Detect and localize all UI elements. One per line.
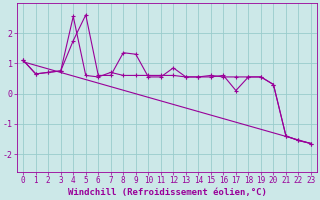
X-axis label: Windchill (Refroidissement éolien,°C): Windchill (Refroidissement éolien,°C) <box>68 188 267 197</box>
